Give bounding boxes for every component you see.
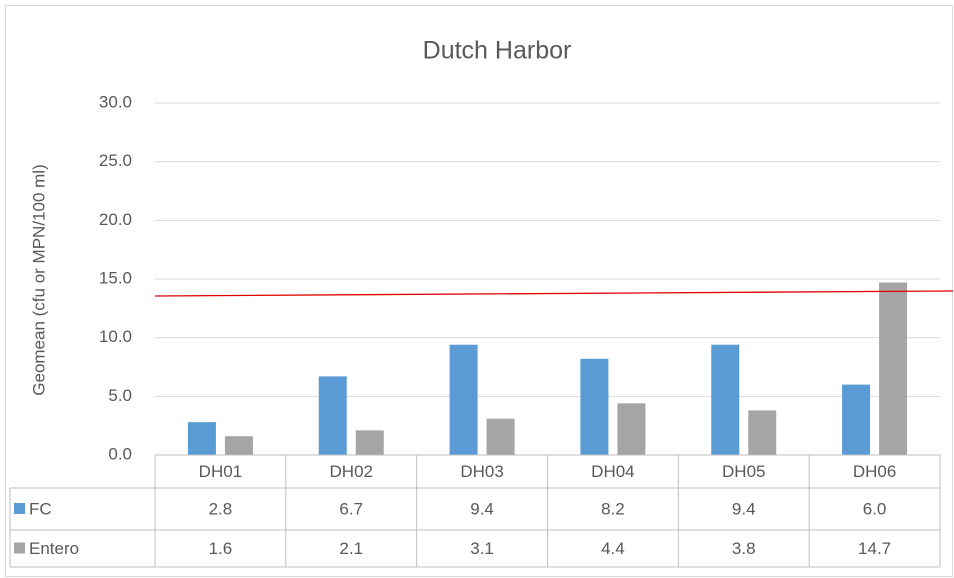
x-tick-label: DH06: [853, 462, 896, 481]
table-value: 1.6: [209, 539, 233, 558]
x-tick-label: DH05: [722, 462, 765, 481]
table-value: 8.2: [601, 499, 625, 518]
x-tick-label: DH01: [199, 462, 242, 481]
y-tick-label: 5.0: [108, 386, 132, 405]
y-axis-label: Geomean (cfu or MPN/100 ml): [29, 164, 48, 395]
x-tick-label: DH02: [330, 462, 373, 481]
bar: [711, 344, 740, 455]
bar: [486, 418, 515, 455]
legend-label: FC: [29, 499, 52, 518]
chart-border: [5, 5, 953, 577]
bar: [617, 403, 646, 455]
x-tick-label: DH04: [591, 462, 634, 481]
table-value: 6.7: [339, 499, 363, 518]
y-tick-label: 0.0: [108, 444, 132, 463]
bar: [224, 436, 253, 455]
y-tick-label: 20.0: [99, 210, 132, 229]
table-value: 2.8: [209, 499, 233, 518]
bar: [355, 430, 384, 455]
table-value: 3.8: [732, 539, 756, 558]
table-value: 14.7: [858, 539, 891, 558]
table-value: 4.4: [601, 539, 625, 558]
chart-title: Dutch Harbor: [423, 37, 572, 65]
bar: [842, 384, 871, 455]
bar: [187, 422, 216, 455]
bar: [449, 344, 478, 455]
y-tick-label: 25.0: [99, 151, 132, 170]
x-tick-label: DH03: [460, 462, 503, 481]
legend-key: [14, 503, 25, 514]
y-tick-label: 15.0: [99, 268, 132, 287]
y-tick-label: 10.0: [99, 327, 132, 346]
y-tick-label: 30.0: [99, 92, 132, 111]
bar: [580, 358, 609, 455]
table-value: 2.1: [339, 539, 363, 558]
threshold-line: [154, 290, 954, 297]
table-value: 9.4: [470, 499, 494, 518]
legend-label: Entero: [29, 539, 79, 558]
table-value: 3.1: [470, 539, 494, 558]
bar: [879, 282, 908, 455]
plot: 0.0 5.0 10.0 15.0 20.0 25.0 30.0 DH01 2.8 1.6 DH02…: [9, 92, 941, 568]
table-value: 6.0: [863, 499, 887, 518]
bar: [318, 376, 347, 455]
bar: [748, 410, 777, 455]
table-value: 9.4: [732, 499, 756, 518]
legend-key: [14, 542, 25, 554]
